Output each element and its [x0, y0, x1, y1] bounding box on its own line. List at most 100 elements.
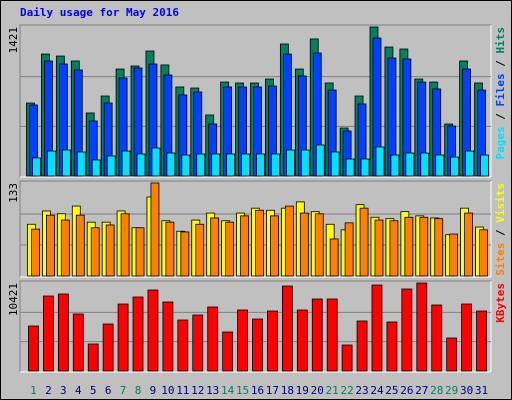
- bar: [326, 298, 338, 372]
- bar: [43, 295, 54, 372]
- legend-entry: KBytes: [494, 283, 507, 323]
- x-tick-label: 3: [60, 384, 67, 397]
- x-tick-label: 5: [90, 384, 97, 397]
- bar: [222, 331, 234, 372]
- bar: [285, 149, 295, 177]
- x-tick-label: 11: [176, 384, 189, 397]
- bar: [196, 153, 206, 177]
- x-tick-label: 21: [326, 384, 339, 397]
- bar: [91, 159, 101, 177]
- bar: [121, 150, 131, 177]
- x-tick-label: 22: [340, 384, 353, 397]
- x-tick-label: 8: [135, 384, 142, 397]
- bar: [76, 151, 86, 177]
- x-tick-label: 9: [150, 384, 157, 397]
- bar: [359, 207, 369, 277]
- bar: [162, 301, 174, 372]
- bar: [296, 309, 308, 372]
- bar: [211, 153, 221, 177]
- bar: [345, 158, 355, 177]
- bar: [102, 323, 114, 372]
- bar: [47, 150, 56, 177]
- bar: [90, 227, 100, 277]
- bar: [341, 344, 353, 372]
- bar: [416, 282, 428, 372]
- x-tick-label: 19: [296, 384, 309, 397]
- x-tick-label: 10: [161, 384, 174, 397]
- x-tick-label: 25: [385, 384, 398, 397]
- bar: [480, 154, 489, 177]
- bar: [281, 285, 293, 372]
- x-tick-label: 7: [120, 384, 127, 397]
- x-tick-label: 1: [30, 384, 37, 397]
- bar: [314, 213, 324, 277]
- bar: [28, 325, 39, 372]
- bar: [166, 152, 176, 177]
- legend-entry: Sites: [494, 243, 507, 276]
- bar: [255, 209, 264, 277]
- bar: [479, 229, 488, 277]
- bar: [151, 147, 161, 177]
- bar: [390, 154, 400, 177]
- x-tick-label: 20: [311, 384, 324, 397]
- bar: [87, 343, 99, 372]
- x-tick-label: 4: [75, 384, 82, 397]
- legend: Pages / Files / Hits: [494, 27, 507, 160]
- x-tick-label: 2: [45, 384, 52, 397]
- x-tick-label: 31: [475, 384, 488, 397]
- legend-separator: /: [494, 107, 507, 127]
- bar: [435, 154, 445, 177]
- bar: [195, 223, 205, 277]
- x-tick-label: 16: [251, 384, 264, 397]
- bar: [136, 153, 146, 177]
- x-tick-label: 6: [105, 384, 112, 397]
- bar: [192, 314, 204, 372]
- bar: [237, 309, 248, 372]
- bar: [405, 152, 415, 177]
- x-tick-label: 12: [191, 384, 204, 397]
- bar: [207, 306, 219, 372]
- x-tick-label: 26: [400, 384, 413, 397]
- bar: [401, 288, 413, 372]
- bar: [177, 319, 189, 372]
- bar: [150, 182, 160, 277]
- bar: [117, 303, 129, 372]
- x-tick-label: 29: [445, 384, 458, 397]
- bar: [181, 154, 191, 177]
- bar: [72, 313, 84, 372]
- x-tick-label: 17: [266, 384, 279, 397]
- bar: [356, 320, 368, 372]
- bar: [60, 219, 70, 277]
- bar: [271, 153, 280, 177]
- legend-entry: Visits: [494, 183, 507, 223]
- x-tick-label: 18: [281, 384, 294, 397]
- legend-entry: Pages: [494, 126, 507, 159]
- bar: [311, 298, 323, 372]
- bar: [267, 310, 278, 372]
- bar: [147, 289, 159, 372]
- bar: [465, 150, 474, 177]
- x-tick-label: 14: [221, 384, 235, 397]
- x-tick-label: 30: [460, 384, 473, 397]
- bar: [61, 149, 71, 177]
- bar: [476, 310, 487, 372]
- legend-separator: /: [494, 54, 507, 74]
- bar: [105, 224, 115, 277]
- bar: [374, 219, 384, 277]
- bar: [284, 205, 294, 277]
- bar: [252, 318, 263, 372]
- bar: [450, 156, 460, 177]
- x-tick-label: 23: [355, 384, 368, 397]
- bar: [371, 284, 383, 372]
- bar: [226, 153, 236, 177]
- bar: [57, 293, 69, 372]
- bar: [225, 221, 235, 277]
- bar: [330, 151, 340, 177]
- legend: Sites / Visits: [494, 183, 507, 276]
- x-tick-label: 27: [415, 384, 428, 397]
- bar: [299, 212, 309, 277]
- bar: [106, 155, 116, 177]
- bar: [389, 220, 399, 277]
- bar: [329, 238, 339, 277]
